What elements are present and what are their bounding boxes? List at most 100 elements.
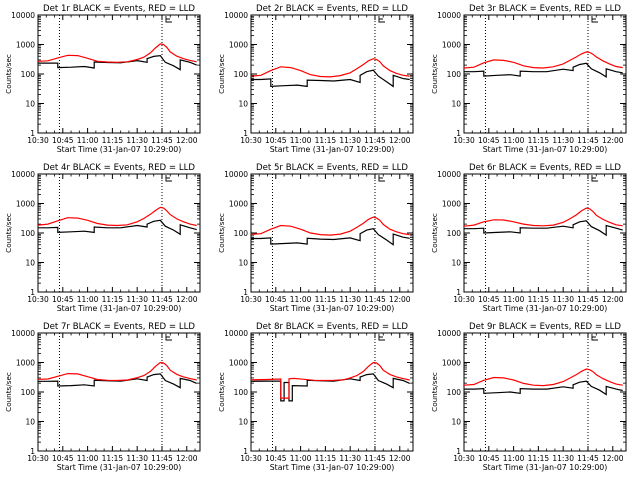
y-tick-label: 1000 <box>442 200 461 209</box>
y-tick-label: 10000 <box>224 11 248 20</box>
lld-series-line <box>463 51 623 69</box>
x-tick-label: 11:15 <box>315 295 337 304</box>
attenuator-marker-icon <box>165 334 172 341</box>
x-tick-label: 11:00 <box>503 454 525 463</box>
lld-series-line <box>37 361 197 382</box>
x-tick-label: 12:00 <box>176 136 198 145</box>
panel-title: Det 9r BLACK = Events, RED = LLD <box>469 322 621 332</box>
detector-panel: Det 5r BLACK = Events, RED = LLD 1 10 100 10… <box>217 163 414 313</box>
detector-panel: Det 2r BLACK = Events, RED = LLD 1 10 100 10… <box>217 4 414 154</box>
detector-panel: Det 4r BLACK = Events, RED = LLD 1 10 100 10… <box>4 163 201 313</box>
y-tick-label: 10 <box>451 100 461 109</box>
lld-series-line <box>463 368 623 387</box>
x-tick-label: 12:00 <box>602 295 624 304</box>
y-axis-label: Counts/sec <box>217 54 226 94</box>
x-tick-label: 11:15 <box>528 295 550 304</box>
y-axis-label: Counts/sec <box>430 372 439 412</box>
y-tick-label: 1 <box>456 129 461 138</box>
x-tick-label: 10:45 <box>265 136 287 145</box>
panel-title: Det 6r BLACK = Events, RED = LLD <box>469 163 621 173</box>
x-tick-label: 10:30 <box>453 295 475 304</box>
x-tick-label: 11:30 <box>339 295 361 304</box>
x-tick-label: 11:00 <box>503 136 525 145</box>
y-tick-label: 100 <box>21 388 36 397</box>
x-tick-label: 12:00 <box>389 295 411 304</box>
y-tick-label: 1 <box>30 288 35 297</box>
x-tick-label: 11:45 <box>577 295 599 304</box>
x-tick-label: 10:45 <box>478 454 500 463</box>
lld-series-line <box>250 361 410 399</box>
x-tick-label: 10:45 <box>478 295 500 304</box>
attenuator-marker-icon <box>378 175 385 182</box>
attenuator-marker-icon <box>591 175 598 182</box>
x-tick-label: 11:00 <box>77 295 99 304</box>
attenuator-marker-icon <box>591 16 598 23</box>
y-tick-label: 100 <box>447 70 462 79</box>
attenuator-marker-icon <box>378 16 385 23</box>
y-tick-label: 100 <box>21 229 36 238</box>
y-tick-label: 10 <box>451 418 461 427</box>
x-tick-label: 10:45 <box>52 136 74 145</box>
y-tick-label: 1 <box>30 447 35 456</box>
x-tick-label: 11:45 <box>577 136 599 145</box>
x-tick-label: 10:30 <box>27 136 49 145</box>
y-tick-label: 10 <box>25 100 35 109</box>
detector-panel: Det 8r BLACK = Events, RED = LLD 1 10 100 10… <box>217 322 414 472</box>
x-tick-label: 11:00 <box>290 295 312 304</box>
y-axis-label: Counts/sec <box>4 213 13 253</box>
x-tick-label: 12:00 <box>389 454 411 463</box>
y-tick-label: 100 <box>447 388 462 397</box>
x-tick-label: 10:30 <box>453 136 475 145</box>
y-tick-label: 10 <box>238 100 248 109</box>
y-tick-label: 1 <box>456 447 461 456</box>
y-tick-label: 10000 <box>437 170 461 179</box>
attenuator-marker-icon <box>165 175 172 182</box>
x-tick-label: 11:15 <box>102 136 124 145</box>
x-tick-label: 11:30 <box>339 136 361 145</box>
y-axis-label: Counts/sec <box>430 213 439 253</box>
y-tick-label: 1000 <box>229 359 248 368</box>
x-tick-label: 11:00 <box>77 136 99 145</box>
x-tick-label: 11:45 <box>151 136 173 145</box>
lld-series-line <box>463 207 623 227</box>
x-tick-label: 11:00 <box>290 454 312 463</box>
x-tick-label: 10:45 <box>478 136 500 145</box>
x-tick-label: 12:00 <box>176 454 198 463</box>
x-tick-label: 11:15 <box>315 454 337 463</box>
panel-title: Det 4r BLACK = Events, RED = LLD <box>43 163 195 173</box>
x-tick-label: 12:00 <box>389 136 411 145</box>
x-tick-label: 11:00 <box>290 136 312 145</box>
events-series-line <box>251 69 410 88</box>
x-axis-label: Start Time (31-Jan-07 10:29:00) <box>57 145 182 154</box>
x-axis-label: Start Time (31-Jan-07 10:29:00) <box>483 145 608 154</box>
x-tick-label: 11:15 <box>315 136 337 145</box>
y-tick-label: 1000 <box>229 200 248 209</box>
panel-title: Det 3r BLACK = Events, RED = LLD <box>469 4 621 14</box>
lld-series-line <box>37 206 197 227</box>
x-tick-label: 11:45 <box>364 136 386 145</box>
y-tick-label: 10 <box>238 259 248 268</box>
detector-panel: Det 9r BLACK = Events, RED = LLD 1 10 100 10… <box>430 322 627 472</box>
lld-series-line <box>37 43 197 63</box>
x-tick-label: 11:45 <box>151 454 173 463</box>
x-tick-label: 10:30 <box>27 295 49 304</box>
y-tick-label: 10000 <box>437 329 461 338</box>
detector-panel: Det 3r BLACK = Events, RED = LLD 1 10 100 10… <box>430 4 627 154</box>
panel-title: Det 8r BLACK = Events, RED = LLD <box>256 322 408 332</box>
x-tick-label: 10:45 <box>52 295 74 304</box>
x-tick-label: 11:15 <box>102 454 124 463</box>
panel-title: Det 1r BLACK = Events, RED = LLD <box>43 4 195 14</box>
y-tick-label: 10 <box>25 259 35 268</box>
x-tick-label: 10:30 <box>27 454 49 463</box>
y-tick-label: 100 <box>21 70 36 79</box>
x-tick-label: 10:30 <box>453 454 475 463</box>
events-series-line <box>38 54 197 71</box>
y-tick-label: 100 <box>447 229 462 238</box>
attenuator-marker-icon <box>378 334 385 341</box>
attenuator-marker-icon <box>591 334 598 341</box>
x-tick-label: 11:30 <box>126 136 148 145</box>
events-series-line <box>251 228 410 246</box>
x-tick-label: 11:45 <box>577 454 599 463</box>
events-series-line <box>38 373 197 389</box>
x-axis-label: Start Time (31-Jan-07 10:29:00) <box>270 145 395 154</box>
